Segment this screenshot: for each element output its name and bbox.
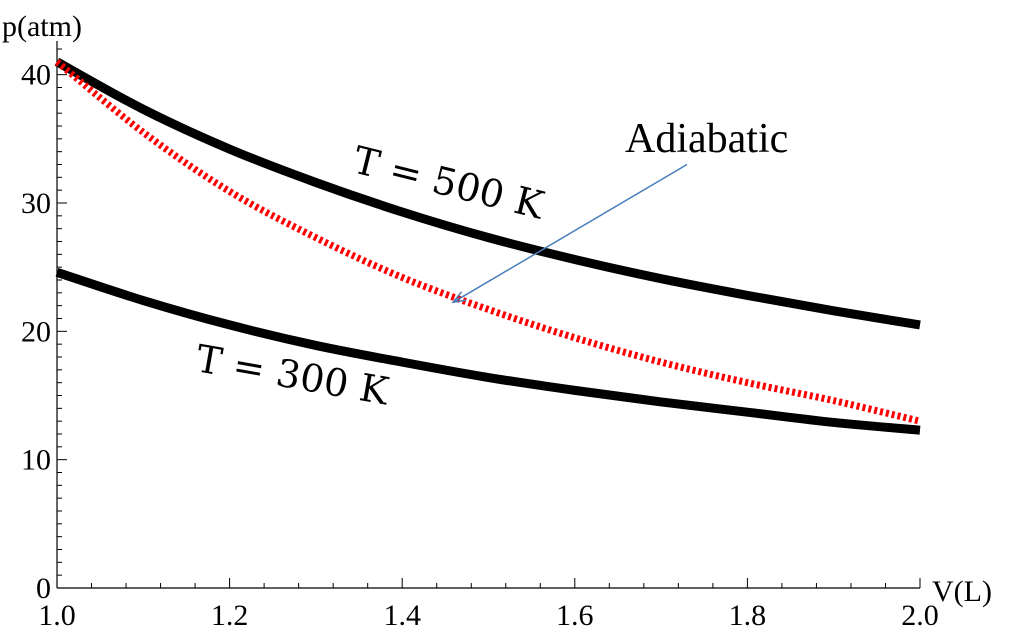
y-tick-label: 30 (21, 187, 51, 220)
series-line-2 (54, 59, 921, 425)
x-tick-label: 1.8 (729, 599, 767, 632)
x-tick-label: 1.6 (556, 599, 594, 632)
y-tick-label: 0 (36, 572, 51, 605)
adiabatic-annotation: Adiabatic (625, 116, 788, 162)
series-line-0 (54, 57, 921, 330)
x-tick-label: 2.0 (901, 599, 939, 632)
y-axis-label: p(atm) (2, 10, 82, 43)
series-line-1 (55, 268, 921, 435)
y-tick-label: 40 (21, 59, 51, 92)
curve-label-500k: T = 500 K (349, 138, 549, 228)
x-axis-label: V(L) (932, 575, 992, 608)
x-tick-label: 1.0 (38, 599, 76, 632)
curve-label-300k: T = 300 K (193, 336, 393, 413)
x-tick-label: 1.4 (383, 599, 421, 632)
y-tick-label: 10 (21, 444, 51, 477)
curves (54, 57, 921, 435)
axes: 1.0 1.2 1.4 1.6 1.8 2.0 0 10 20 30 40 (21, 41, 939, 632)
x-tick-label: 1.2 (211, 599, 249, 632)
y-tick-label: 20 (21, 315, 51, 348)
adiabatic-arrow (454, 163, 688, 302)
